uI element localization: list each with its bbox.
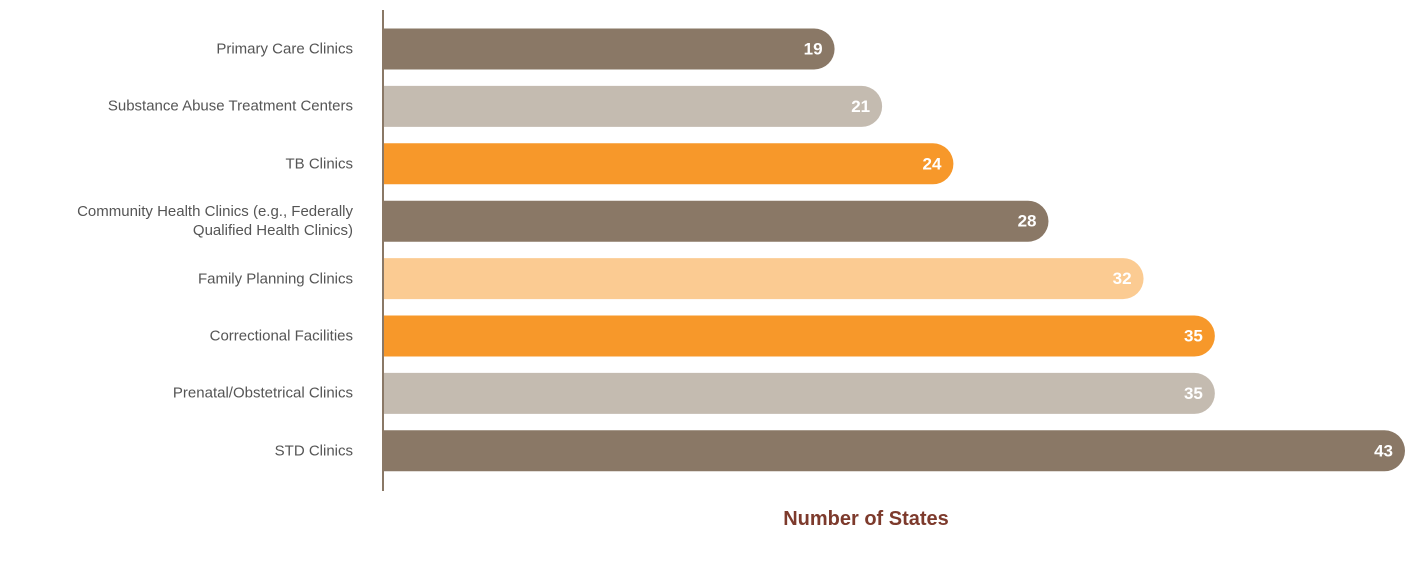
category-label: Community Health Clinics (e.g., Federall…: [77, 203, 353, 240]
bar: [384, 315, 1215, 357]
bar: [384, 430, 1405, 472]
value-label: 43: [1374, 441, 1393, 460]
bar: [384, 200, 1049, 242]
category-label: Prenatal/Obstetrical Clinics: [172, 384, 353, 402]
value-label: 24: [922, 154, 941, 173]
value-label: 28: [1018, 212, 1037, 231]
value-label: 21: [851, 97, 870, 116]
category-label: Primary Care Clinics: [216, 40, 353, 58]
value-label: 19: [804, 39, 823, 58]
category-label: Substance Abuse Treatment Centers: [107, 97, 353, 115]
category-label: Family Planning Clinics: [197, 270, 353, 288]
category-label: STD Clinics: [274, 442, 353, 460]
x-axis-title: Number of States: [783, 508, 949, 530]
bar: [384, 258, 1144, 300]
bar: [384, 85, 883, 127]
category-label: Correctional Facilities: [209, 327, 353, 345]
bar: [384, 143, 954, 185]
value-label: 35: [1184, 326, 1203, 345]
category-label: TB Clinics: [285, 155, 353, 173]
value-label: 32: [1113, 269, 1132, 288]
value-label: 35: [1184, 384, 1203, 403]
bar: [384, 28, 835, 70]
bar: [384, 372, 1215, 414]
